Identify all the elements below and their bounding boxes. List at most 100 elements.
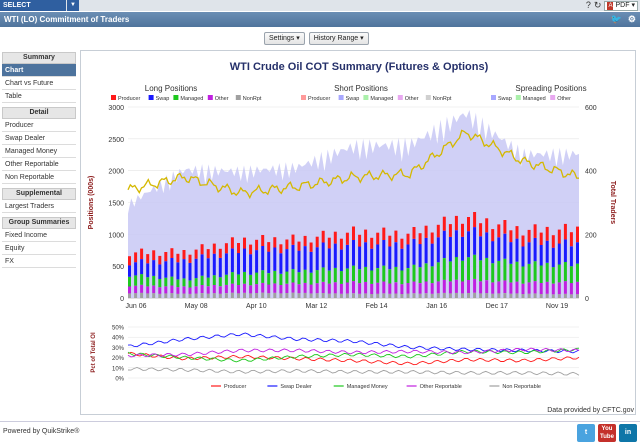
bar-producer-long- (400, 238, 404, 249)
line-other-reportable (127, 347, 580, 358)
bar-nonrpt-long- (327, 293, 331, 298)
bar-other-long- (412, 281, 416, 294)
sidebar-item-table[interactable]: Table (2, 90, 76, 103)
bar-producer-long- (418, 233, 422, 245)
sidebar-item-equity[interactable]: Equity (2, 242, 76, 255)
bar-other-long- (261, 282, 265, 293)
twitter-icon[interactable]: t (577, 424, 595, 442)
legend-label: Producer (308, 96, 330, 102)
line-non-reportable (127, 367, 580, 376)
linkedin-icon[interactable]: in (619, 424, 637, 442)
bar-managed-long- (224, 274, 228, 285)
bar-producer-long- (569, 232, 573, 247)
bar-other-long- (170, 285, 174, 294)
bar-managed-long- (539, 265, 543, 283)
sidebar-item-other-reportable[interactable]: Other Reportable (2, 158, 76, 171)
bar-managed-long- (315, 270, 319, 284)
bar-other-long- (527, 282, 531, 294)
legend-label: Swap (346, 96, 360, 102)
sidebar-item-fx[interactable]: FX (2, 255, 76, 268)
sidebar-item-swap-dealer[interactable]: Swap Dealer (2, 132, 76, 145)
legend-swatch (173, 95, 179, 100)
legend-group-title: Short Positions (334, 84, 388, 93)
x-tick-label: Jan 16 (426, 303, 447, 310)
gear-icon[interactable]: ⚙ (627, 14, 636, 24)
bar-nonrpt-long- (370, 294, 374, 298)
y2-tick-label: 0 (585, 296, 589, 303)
pdf-button[interactable]: A PDF ▾ (604, 0, 638, 11)
legend-label: NonRpt (243, 96, 262, 102)
y-tick-label: 1000 (108, 232, 124, 239)
bar-managed-long- (485, 257, 489, 281)
bar-swap-long- (400, 248, 404, 271)
y-tick-label: 0 (120, 296, 124, 303)
footer: Powered by QuikStrike® t You Tube in (0, 421, 640, 444)
bar-nonrpt-long- (170, 293, 174, 298)
help-icon[interactable]: ? (585, 0, 591, 10)
bar-other-long- (194, 286, 198, 294)
sidebar: Summary Chart Chart vs Future Table Deta… (2, 52, 76, 268)
bar-swap-long- (224, 253, 228, 275)
y-axis-title: Positions (000s) (88, 176, 95, 230)
bar-swap-long- (497, 237, 501, 261)
chevron-down-icon[interactable]: ▼ (67, 0, 79, 11)
bar-swap-long- (467, 231, 470, 258)
bar-swap-long- (315, 247, 319, 271)
bar-managed-long- (461, 260, 464, 282)
bar-swap-long- (297, 250, 301, 273)
legend-swatch (207, 95, 213, 100)
youtube-icon[interactable]: You Tube (598, 424, 616, 442)
bar-managed-long- (430, 266, 434, 284)
bar-nonrpt-long- (551, 294, 555, 298)
bar-nonrpt-long- (158, 293, 162, 298)
sidebar-item-producer[interactable]: Producer (2, 119, 76, 132)
sidebar-item-chart[interactable]: Chart (2, 64, 76, 77)
bar-producer-long- (527, 229, 531, 243)
sidebar-item-chart-vs-future[interactable]: Chart vs Future (2, 77, 76, 90)
bar-other-long- (454, 279, 458, 293)
bar-nonrpt-long- (291, 292, 295, 298)
twitter-icon[interactable]: 🐦 (610, 14, 622, 24)
bar-producer-long- (327, 237, 331, 249)
bar-swap-long- (279, 253, 283, 274)
legend-swatch (301, 95, 306, 100)
bar-managed-long- (291, 269, 295, 283)
sidebar-item-fixed-income[interactable]: Fixed Income (2, 229, 76, 242)
bar-nonrpt-long- (376, 293, 380, 298)
legend-label: Swap Dealer (280, 384, 312, 390)
settings-button[interactable]: Settings ▾ (264, 32, 305, 45)
bar-nonrpt-long- (218, 293, 222, 298)
bar-swap-long- (569, 246, 573, 267)
sidebar-item-largest-traders[interactable]: Largest Traders (2, 200, 76, 213)
bar-managed-long- (479, 260, 483, 282)
bar-other-long- (315, 283, 319, 294)
bar-producer-long- (170, 248, 174, 258)
bar-other-long- (327, 283, 331, 294)
line-producer (127, 351, 580, 366)
history-range-button[interactable]: History Range ▾ (308, 32, 369, 45)
bar-swap-long- (448, 236, 452, 262)
bar-managed-long- (182, 278, 186, 287)
bar-swap-long- (194, 258, 198, 279)
cot-chart: 0 500 1000 1500 2000 2500 3000 0 200 400 600 Positi… (88, 84, 616, 390)
bar-managed-long- (255, 272, 259, 285)
legend-label: Other Reportable (420, 384, 462, 390)
bar-other-long- (128, 286, 131, 294)
bar-managed-long- (273, 270, 277, 284)
sidebar-item-managed-money[interactable]: Managed Money (2, 145, 76, 158)
bar-managed-long- (194, 278, 198, 287)
bar-nonrpt-long- (412, 293, 416, 298)
refresh-icon[interactable]: ↻ (593, 0, 602, 10)
sidebar-item-non-reportable[interactable]: Non Reportable (2, 171, 76, 184)
y-tick-label: 2500 (108, 137, 124, 144)
legend-group-title: Long Positions (145, 84, 197, 93)
sidebar-section-summary: Summary (2, 52, 76, 64)
bar-managed-long- (521, 266, 525, 284)
bar-other-long- (473, 278, 477, 293)
bar-nonrpt-long- (255, 293, 259, 298)
bar-other-long- (140, 284, 144, 293)
bar-managed-long- (454, 257, 458, 280)
legend-swatch (111, 95, 116, 100)
bar-producer-long- (551, 235, 555, 248)
select-product-button[interactable]: SELECT PRODUCT (0, 0, 66, 20)
